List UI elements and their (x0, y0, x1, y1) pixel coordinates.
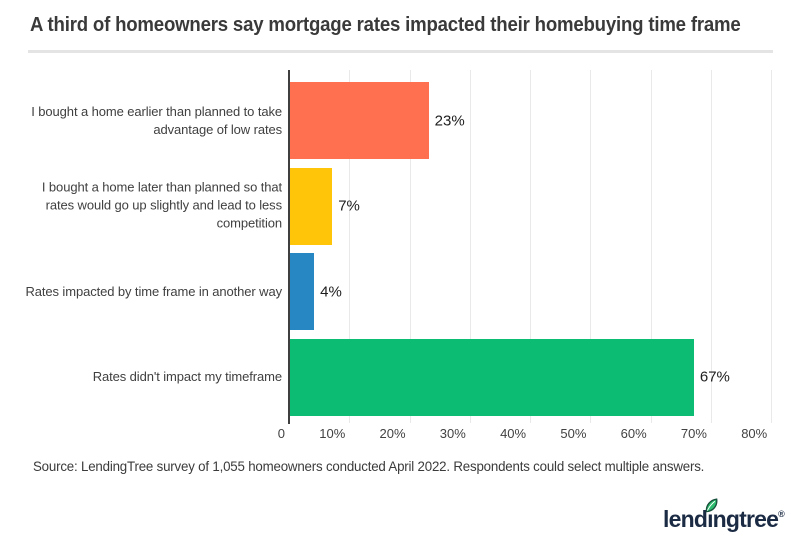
gridline (469, 70, 471, 423)
logo-wordmark: lendıngtree® (663, 498, 785, 532)
x-tick-80%: 80% (741, 426, 768, 441)
gridline (650, 70, 652, 423)
bar-2 (290, 167, 333, 245)
gridline (590, 70, 592, 423)
category-label-3: Rates impacted by time frame in another … (25, 283, 282, 299)
bar-3 (290, 253, 315, 331)
category-label-1: I bought a home earlier than planned to … (31, 103, 282, 137)
bar-4 (290, 338, 694, 416)
registered-mark: ® (778, 509, 785, 519)
lendingtree-logo: lendıngtree® (663, 498, 785, 532)
gridline (409, 70, 411, 423)
gridline (349, 70, 351, 423)
category-label-4: Rates didn't impact my timeframe (92, 369, 282, 385)
x-tick-70%: 70% (680, 426, 707, 441)
value-label-1: 23% (434, 112, 465, 129)
x-tick-50%: 50% (560, 426, 587, 441)
gridline (710, 70, 712, 423)
title-divider (28, 50, 773, 53)
x-tick-10%: 10% (319, 426, 346, 441)
source-note: Source: LendingTree survey of 1,055 home… (33, 458, 705, 474)
value-label-4: 67% (699, 368, 730, 386)
gridline (530, 70, 532, 423)
value-label-2: 7% (338, 197, 360, 215)
bar-1 (290, 82, 429, 159)
x-tick-20%: 20% (379, 426, 406, 441)
logo-text: lendıngtree (663, 506, 779, 532)
x-tick-0: 0 (277, 426, 285, 441)
y-axis-line (288, 70, 290, 424)
gridline (771, 70, 773, 423)
category-label-2: I bought a home later than planned so th… (41, 179, 282, 232)
value-label-3: 4% (320, 283, 342, 301)
x-tick-30%: 30% (439, 426, 466, 441)
chart-title: A third of homeowners say mortgage rates… (30, 14, 741, 36)
x-tick-40%: 40% (500, 426, 527, 441)
chart-plot: I bought a home earlier than planned to … (25, 70, 773, 441)
x-tick-60%: 60% (620, 426, 647, 441)
leaf-icon (705, 498, 718, 513)
